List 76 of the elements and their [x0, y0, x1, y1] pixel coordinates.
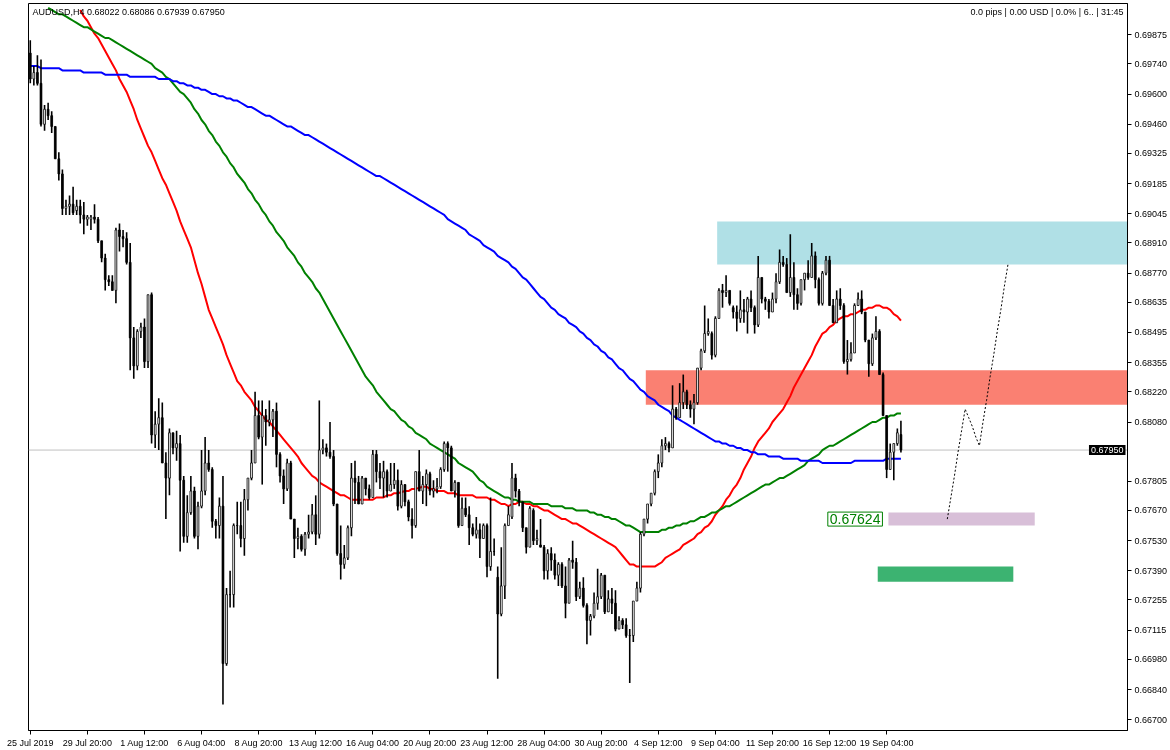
x-tick-label: 25 Jul 2019: [7, 737, 54, 748]
annotation: 0.67624: [829, 511, 881, 528]
y-tick-label: 0.68635: [1134, 297, 1168, 308]
candlestick: [89, 214, 93, 231]
x-tick-label: 29 Jul 20:00: [62, 737, 112, 748]
y-tick-label: 0.69600: [1134, 89, 1168, 100]
y-tick-label: 0.67670: [1134, 505, 1168, 516]
y-tick-label: 0.69460: [1134, 119, 1168, 130]
y-tick-label: 0.67530: [1134, 535, 1168, 546]
candlestick: [150, 291, 153, 445]
y-tick-label: 0.68355: [1134, 357, 1168, 368]
x-tick-label: 19 Sep 04:00: [859, 737, 914, 748]
x-tick-label: 8 Aug 20:00: [234, 737, 283, 748]
y-tick-label: 0.69045: [1134, 208, 1168, 219]
x-tick-label: 30 Aug 20:00: [574, 737, 628, 748]
candlestick: [742, 298, 746, 324]
candlestick: [457, 481, 460, 529]
candlestick: [71, 186, 75, 216]
x-tick-label: 20 Aug 20:00: [403, 737, 457, 748]
candlestick: [75, 199, 78, 216]
x-tick-label: 16 Aug 04:00: [346, 737, 400, 748]
candlestick: [239, 501, 243, 548]
x-tick-label: 13 Aug 12:00: [288, 737, 343, 748]
y-tick-label: 0.67255: [1134, 594, 1168, 605]
y-tick-label: 0.69740: [1134, 58, 1168, 69]
ref-line-label: 0.67950: [1090, 445, 1124, 456]
candlestick: [86, 214, 89, 227]
candlestick: [82, 201, 86, 236]
x-tick-label: 4 Sep 12:00: [634, 737, 683, 748]
y-tick-label: 0.69185: [1134, 178, 1168, 189]
candlestick: [382, 460, 385, 499]
candlestick: [400, 479, 403, 510]
candlestick: [475, 516, 478, 540]
y-tick-label: 0.66980: [1134, 654, 1168, 665]
y-tick-label: 0.66700: [1134, 714, 1168, 725]
candlestick: [389, 462, 392, 492]
candlestick: [489, 496, 492, 572]
x-tick-label: 6 Aug 04:00: [177, 737, 226, 748]
y-tick-label: 0.68220: [1134, 386, 1168, 397]
y-tick-label: 0.67390: [1134, 565, 1168, 576]
x-tick-label: 11 Sep 20:00: [746, 737, 799, 748]
candlestick: [542, 544, 546, 581]
y-tick-label: 0.67115: [1134, 625, 1167, 636]
x-tick-label: 9 Sep 04:00: [691, 737, 740, 748]
x-tick-label: 16 Sep 12:00: [802, 737, 857, 748]
candlestick: [806, 259, 810, 281]
candlestick: [260, 399, 264, 486]
candlestick: [310, 503, 314, 535]
candlestick: [532, 507, 535, 546]
x-tick-label: 23 Aug 12:00: [460, 737, 514, 748]
y-tick-label: 0.69875: [1134, 29, 1168, 40]
candlestick: [789, 233, 792, 298]
candlestick: [735, 304, 739, 333]
x-tick-label: 28 Aug 04:00: [517, 737, 571, 748]
candlestick: [467, 505, 471, 546]
x-tick-label: 1 Aug 12:00: [120, 737, 169, 748]
y-tick-label: 0.68080: [1134, 417, 1168, 428]
candlestick: [671, 384, 674, 449]
candlestick: [546, 548, 549, 581]
candlestick: [421, 475, 425, 505]
candlestick: [557, 561, 560, 587]
candlestick: [68, 194, 71, 216]
candlestick: [899, 419, 903, 454]
y-tick-label: 0.68770: [1134, 268, 1168, 279]
y-tick-label: 0.69325: [1134, 148, 1168, 159]
y-tick-label: 0.68910: [1134, 237, 1168, 248]
candlestick: [264, 408, 268, 447]
y-tick-label: 0.67805: [1134, 476, 1168, 487]
annotation: 0.0 pips | 0.00 USD | 0.0% | 6.. | 31:45: [970, 6, 1124, 17]
y-tick-label: 0.68495: [1134, 327, 1168, 338]
candlestick: [614, 589, 617, 633]
candlestick: [767, 298, 771, 320]
line-series: [946, 264, 1009, 520]
candlestick: [835, 289, 838, 324]
y-tick-label: 0.66840: [1134, 684, 1168, 695]
candlestick: [425, 468, 428, 507]
